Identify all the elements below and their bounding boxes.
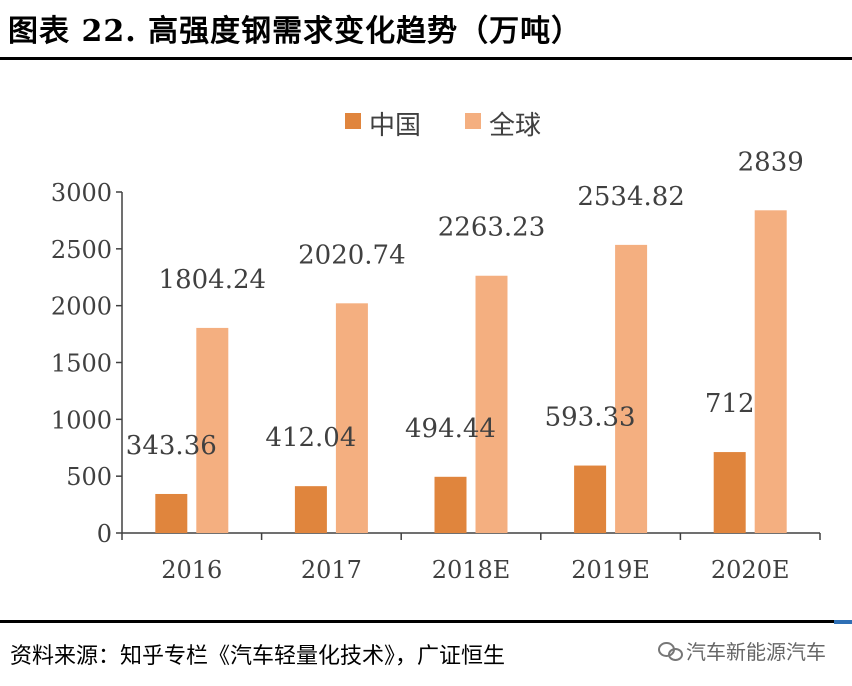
watermark: 汽车新能源汽车: [658, 636, 826, 665]
bar-中国-2018E: [434, 476, 467, 533]
data-label: 712: [705, 389, 755, 419]
bar-中国-2020E: [713, 452, 746, 533]
bottom-rule-accent: [834, 620, 852, 624]
bottom-rule: [0, 620, 852, 623]
data-labels: 343.36 412.04 494.44 593.33 712 1804.24 2020.7…: [126, 147, 804, 461]
y-tick-label: 0: [97, 520, 112, 548]
bar-中国-2019E: [574, 465, 607, 533]
y-tick-label: 1500: [51, 350, 112, 378]
data-label: 593.33: [545, 403, 636, 433]
data-label: 2020.74: [298, 240, 406, 270]
x-tick-label: 2016: [161, 556, 222, 584]
legend-swatch-中国: [345, 113, 361, 129]
y-tick-label: 1000: [51, 406, 112, 434]
data-label: 2263.23: [438, 213, 546, 243]
data-label: 412.04: [265, 423, 356, 453]
chart-title: 图表 22. 高强度钢需求变化趋势（万吨）: [8, 14, 583, 49]
x-tick-label: 2017: [301, 556, 362, 584]
bars: [155, 210, 787, 533]
bar-全球-2017: [335, 303, 368, 533]
y-tick-label: 2000: [51, 293, 112, 321]
bar-全球-2019E: [615, 244, 648, 533]
x-axis: 2016 2017 2018E 2019E 2020E: [121, 532, 821, 584]
bar-全球-2020E: [754, 210, 787, 533]
bar-全球-2018E: [475, 275, 508, 533]
watermark-text: 汽车新能源汽车: [686, 640, 826, 664]
wechat-icon: [658, 641, 683, 661]
legend: 中国 全球: [345, 111, 541, 141]
data-label: 2839: [738, 147, 804, 177]
bar-中国-2017: [294, 486, 327, 533]
source-note: 资料来源：知乎专栏《汽车轻量化技术》，广证恒生: [10, 644, 506, 669]
bar-中国-2016: [155, 493, 188, 533]
legend-label-全球: 全球: [489, 111, 541, 141]
top-rule: [0, 57, 852, 60]
legend-label-中国: 中国: [369, 111, 421, 141]
bar-全球-2016: [196, 327, 229, 533]
legend-swatch-全球: [465, 113, 481, 129]
data-label: 343.36: [126, 431, 217, 461]
y-tick-label: 500: [66, 463, 112, 491]
x-tick-label: 2019E: [571, 556, 650, 584]
y-tick-label: 3000: [51, 179, 112, 207]
data-label: 2534.82: [577, 182, 685, 212]
x-tick-label: 2018E: [432, 556, 511, 584]
y-tick-label: 2500: [51, 236, 112, 264]
data-label: 494.44: [405, 414, 496, 444]
data-label: 1804.24: [159, 265, 267, 295]
x-tick-label: 2020E: [711, 556, 790, 584]
y-axis: 0 500 1000 1500 2000 2500 3000: [51, 179, 123, 548]
